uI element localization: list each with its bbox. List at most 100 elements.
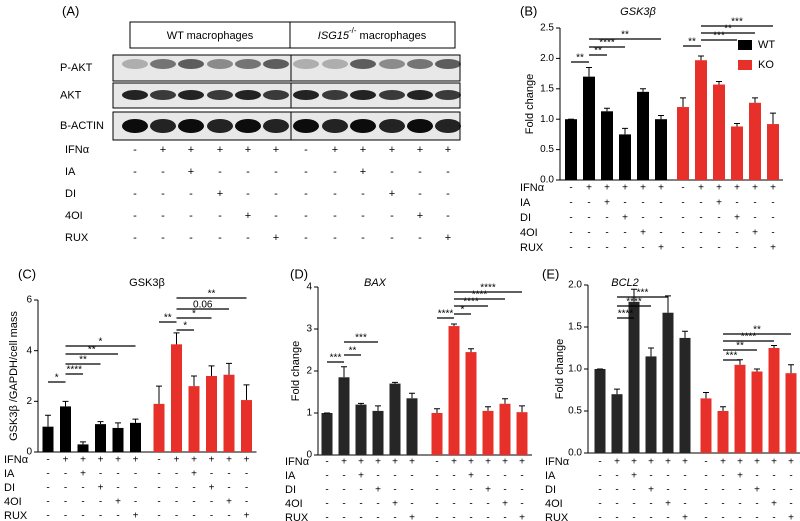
y-tick-label: 0.0 — [540, 175, 554, 186]
row-label: AKT — [60, 89, 82, 101]
treatment-mark: - — [304, 188, 308, 200]
treatment-mark: - — [735, 228, 738, 239]
sig-label: *** — [637, 288, 649, 299]
treatment-mark: - — [64, 469, 67, 480]
treatment-mark: - — [342, 485, 345, 496]
treatment-mark: - — [189, 188, 193, 200]
chart-title: GSK3β — [620, 6, 656, 18]
treatment-mark: - — [245, 483, 248, 494]
treatment-mark: - — [274, 166, 278, 178]
y-tick-label: 4 — [26, 345, 32, 356]
treatment-mark: - — [218, 166, 222, 178]
treatment-mark: - — [192, 497, 195, 508]
treatment-mark: - — [503, 471, 506, 482]
treatment-label: 4OI — [545, 498, 563, 510]
treatment-mark: - — [632, 513, 635, 521]
treatment-mark: + — [332, 144, 338, 156]
treatment-mark: + — [658, 183, 664, 194]
bar — [372, 410, 384, 455]
bar — [734, 364, 746, 453]
treatment-mark: - — [410, 499, 413, 510]
band — [435, 90, 461, 100]
treatment-mark: - — [683, 471, 686, 482]
treatment-mark: - — [435, 485, 438, 496]
error-bar — [703, 392, 709, 399]
treatment-mark: - — [46, 497, 49, 508]
treatment-mark: - — [46, 469, 49, 480]
treatment-mark: - — [452, 485, 455, 496]
y-tick-label: 0 — [306, 450, 312, 461]
treatment-mark: - — [772, 485, 775, 496]
treatment-mark: + — [417, 210, 423, 222]
legend-label: KO — [758, 59, 774, 71]
treatment-mark: - — [520, 471, 523, 482]
treatment-mark: - — [569, 198, 572, 209]
band — [322, 90, 348, 100]
sig-label: *** — [726, 351, 738, 362]
treatment-mark: - — [175, 497, 178, 508]
treatment-mark: - — [771, 213, 774, 224]
treatment-mark: - — [666, 513, 669, 521]
treatment-mark: - — [699, 243, 702, 254]
treatment-mark: - — [789, 485, 792, 496]
y-tick-label: 0.0 — [568, 448, 582, 459]
treatment-mark: + — [217, 144, 223, 156]
y-axis-label: GSK3β /GAPDH/cell mass — [8, 311, 20, 441]
treatment-mark: - — [641, 198, 644, 209]
treatment-mark: + — [586, 183, 592, 194]
treatment-mark: + — [665, 499, 671, 510]
treatment-mark: - — [361, 232, 365, 244]
treatment-mark: - — [46, 511, 49, 521]
treatment-mark: - — [435, 457, 438, 468]
band — [435, 59, 461, 69]
error-bar — [640, 88, 646, 92]
bar — [717, 411, 729, 453]
group-label: WT macrophages — [167, 30, 254, 42]
treatment-mark: + — [665, 457, 671, 468]
treatment-mark: - — [666, 471, 669, 482]
treatment-mark: - — [753, 213, 756, 224]
treatment-mark: - — [681, 228, 684, 239]
error-bar — [468, 348, 474, 353]
treatment-mark: - — [771, 228, 774, 239]
treatment-mark: - — [681, 198, 684, 209]
treatment-mark: + — [226, 497, 232, 508]
treatment-mark: - — [704, 471, 707, 482]
row-label: P-AKT — [60, 62, 93, 74]
y-tick-label: 0.5 — [568, 406, 582, 417]
treatment-mark: - — [304, 166, 308, 178]
error-bar — [392, 381, 398, 384]
treatment-mark: - — [227, 511, 230, 521]
treatment-mark: - — [134, 497, 137, 508]
treatment-mark: + — [174, 455, 180, 466]
bar — [645, 356, 657, 453]
treatment-mark: - — [649, 471, 652, 482]
sig-label: * — [55, 373, 59, 384]
treatment-mark: - — [569, 183, 572, 194]
treatment-mark: + — [604, 198, 610, 209]
error-bar — [62, 400, 69, 407]
treatment-mark: - — [376, 499, 379, 510]
treatment-mark: + — [485, 485, 491, 496]
error-bar — [243, 384, 250, 401]
band — [178, 119, 204, 133]
treatment-mark: - — [304, 144, 308, 156]
treatment-mark: - — [771, 198, 774, 209]
treatment-mark: - — [376, 471, 379, 482]
error-bar — [502, 398, 508, 404]
treatment-mark: - — [342, 471, 345, 482]
sig-label: *** — [713, 31, 725, 42]
treatment-mark: - — [133, 210, 137, 222]
treatment-mark: - — [649, 499, 652, 510]
treatment-mark: - — [721, 471, 724, 482]
y-tick-label: 2.0 — [540, 53, 554, 64]
treatment-mark: - — [615, 485, 618, 496]
sig-label: ** — [688, 37, 696, 48]
treatment-mark: - — [486, 513, 489, 521]
panel-label: (A) — [62, 3, 79, 18]
band — [235, 119, 261, 133]
y-tick-label: 1.5 — [540, 83, 554, 94]
treatment-mark: - — [175, 511, 178, 521]
treatment-mark: + — [622, 213, 628, 224]
treatment-mark: - — [410, 471, 413, 482]
